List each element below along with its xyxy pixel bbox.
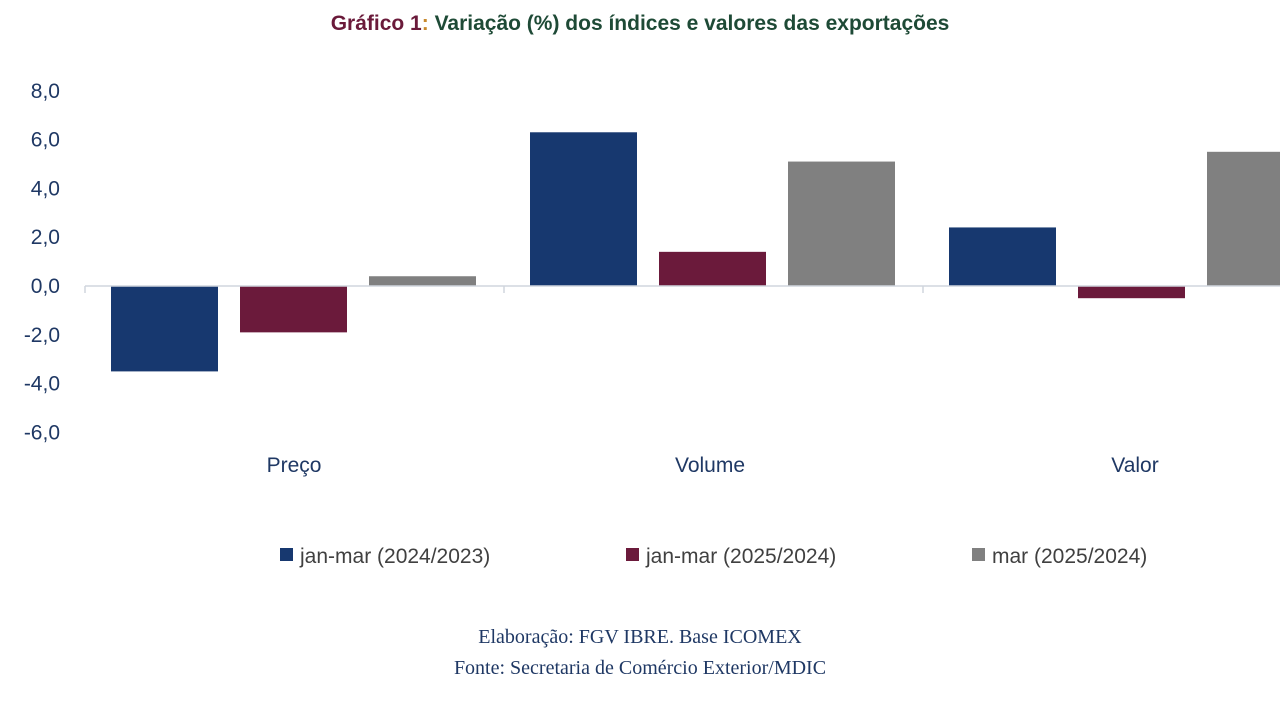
legend-label: jan-mar (2024/2023) <box>299 545 490 568</box>
chart-title-prefix: Gráfico 1 <box>330 12 422 35</box>
x-category-label: Valor <box>1111 454 1158 477</box>
bar-3-volume <box>788 161 895 286</box>
bar-1-preço <box>111 286 218 372</box>
legend-swatch <box>972 548 985 561</box>
chart-title: Gráfico 1: Variação (%) dos índices e va… <box>0 12 1280 36</box>
bar-2-valor <box>1078 286 1185 299</box>
x-axis-categories: Preço Volume Valor <box>267 454 1159 477</box>
legend-swatch <box>626 548 639 561</box>
x-category-label: Volume <box>675 454 745 477</box>
source-note: Fonte: Secretaria de Comércio Exterior/M… <box>453 657 827 679</box>
legend-swatch <box>280 548 293 561</box>
y-tick-label: 8,0 <box>31 80 60 103</box>
y-tick-label: -2,0 <box>24 324 60 347</box>
bar-2-volume <box>659 251 766 286</box>
bar-2-preço <box>240 286 347 333</box>
legend: jan-mar (2024/2023) jan-mar (2025/2024) ma… <box>280 545 1147 568</box>
bar-3-preço <box>369 276 476 286</box>
bar-1-valor <box>949 227 1056 286</box>
legend-label: jan-mar (2025/2024) <box>645 545 836 568</box>
x-category-label: Preço <box>267 454 322 477</box>
bars-group <box>111 132 1280 372</box>
y-tick-label: -4,0 <box>24 373 60 396</box>
y-tick-label: -6,0 <box>24 421 60 444</box>
bar-1-volume <box>530 132 637 286</box>
bar-3-valor <box>1207 151 1280 286</box>
elaboration-note: Elaboração: FGV IBRE. Base ICOMEX <box>478 626 802 648</box>
y-tick-label: 6,0 <box>31 129 60 152</box>
chart-title-main: Variação (%) dos índices e valores das e… <box>428 12 950 35</box>
chart-title-colon: : <box>421 12 429 35</box>
zero-axis <box>84 285 1280 293</box>
y-tick-label: 4,0 <box>31 177 60 200</box>
y-tick-label: 0,0 <box>31 275 60 298</box>
legend-label: mar (2025/2024) <box>992 545 1147 568</box>
y-axis: 8,0 6,0 4,0 2,0 0,0 -2,0 -4,0 -6,0 <box>24 80 60 445</box>
y-tick-label: 2,0 <box>31 226 60 249</box>
